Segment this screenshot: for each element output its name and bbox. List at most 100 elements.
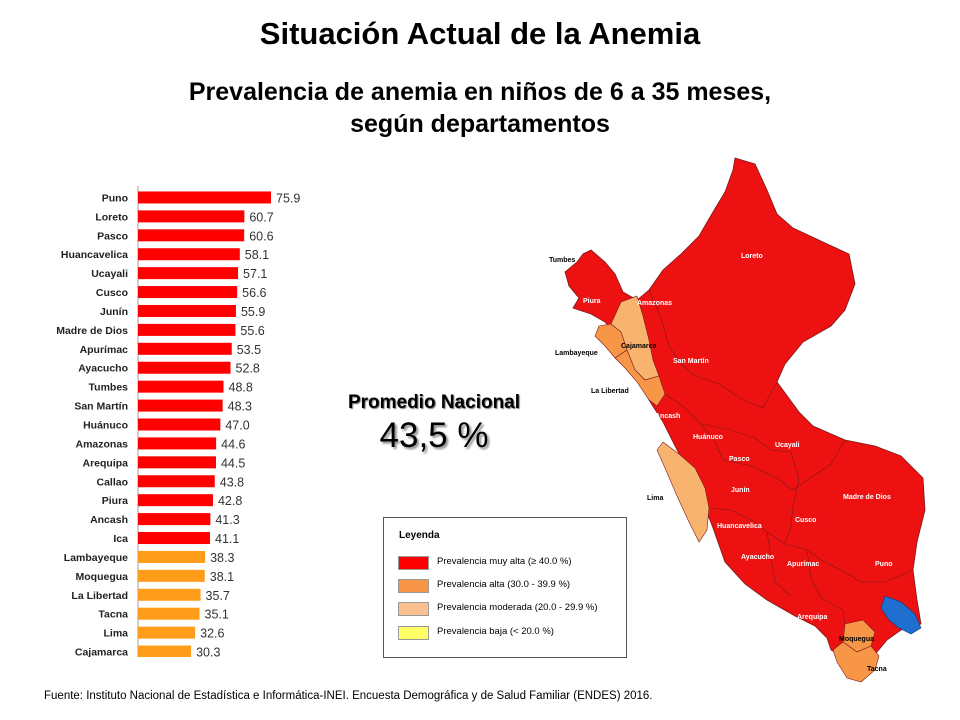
bar: [138, 342, 232, 355]
map-label-moquegua: Moquegua: [839, 636, 874, 643]
page-subtitle: Prevalencia de anemia en niños de 6 a 35…: [0, 76, 960, 140]
map-label-ucayali: Ucayali: [775, 442, 800, 449]
bar: [138, 588, 201, 601]
bar-value-label: 32.6: [200, 627, 224, 641]
category-label: Loreto: [95, 211, 128, 223]
bar-value-label: 57.1: [243, 267, 267, 281]
category-label: Huánuco: [83, 420, 128, 432]
bar-value-label: 75.9: [276, 191, 300, 205]
bar: [138, 513, 211, 526]
bar: [138, 286, 238, 299]
legend-title: Leyenda: [399, 530, 440, 541]
bar: [138, 550, 206, 563]
bar-value-label: 38.1: [210, 570, 234, 584]
map-label-junin: Junín: [731, 487, 750, 494]
bar-value-label: 41.1: [215, 532, 239, 546]
page-title: Situación Actual de la Anemia: [259, 16, 701, 51]
bar: [138, 191, 271, 204]
bar: [138, 475, 215, 488]
map-region-base: [564, 157, 926, 663]
bar-value-label: 35.7: [206, 589, 230, 603]
legend-label-moderada: Prevalencia moderada (20.0 - 29.9 %): [437, 602, 598, 613]
map-borders: [648, 289, 914, 625]
bar: [138, 267, 239, 280]
category-label: Ancash: [90, 514, 128, 526]
map-label-madre-de-dios: Madre de Dios: [843, 494, 891, 501]
national-average: Promedio Nacional 43,5 %: [320, 392, 548, 456]
bar: [138, 418, 221, 431]
bar: [138, 532, 211, 545]
category-label: Puno: [102, 192, 128, 204]
category-label: Lambayeque: [64, 552, 128, 564]
national-average-label: Promedio Nacional: [347, 392, 521, 413]
bar: [138, 361, 231, 374]
bar-value-label: 41.3: [215, 513, 239, 527]
lake-titicaca: [880, 595, 922, 635]
bar: [138, 494, 213, 507]
bar-value-label: 44.5: [221, 456, 245, 470]
map-legend: Leyenda Prevalencia muy alta (≥ 40.0 %) …: [383, 517, 627, 658]
map-label-huancavelica: Huancavelica: [717, 523, 762, 530]
bar-chart: Puno 75.9 Loreto 60.7 Pasco 60.6 Huancavelica 5…: [56, 186, 300, 657]
category-label: Madre de Dios: [56, 325, 128, 337]
category-label: San Martín: [74, 401, 128, 413]
category-label: Tacna: [98, 609, 128, 621]
map-label-amazonas: Amazonas: [637, 300, 672, 307]
map-label-apurimac: Apurímac: [787, 561, 819, 568]
map-region-tacna: [832, 641, 880, 683]
bar-value-label: 56.6: [242, 286, 266, 300]
bar: [138, 607, 200, 620]
bar: [138, 645, 192, 657]
map-label-pasco: Pasco: [729, 456, 750, 463]
legend-label-muy-alta: Prevalencia muy alta (≥ 40.0 %): [437, 556, 572, 567]
bar-value-label: 53.5: [237, 343, 261, 357]
bar-value-label: 44.6: [221, 437, 245, 451]
category-label: Moquegua: [76, 571, 129, 583]
bar-value-label: 47.0: [225, 419, 249, 433]
bar: [138, 323, 236, 336]
bar-value-label: 60.6: [249, 229, 273, 243]
category-label: Junín: [100, 306, 128, 318]
bar-value-label: 60.7: [249, 210, 273, 224]
category-label: Cusco: [96, 287, 128, 299]
bar: [138, 248, 240, 261]
map-region-lima: [656, 441, 710, 543]
map-label-ancash: Ancash: [655, 413, 680, 420]
category-label: Arequipa: [82, 457, 128, 469]
category-label: La Libertad: [71, 590, 128, 602]
bar: [138, 304, 236, 317]
bar-value-label: 55.9: [241, 305, 265, 319]
map-label-loreto: Loreto: [741, 253, 763, 260]
category-label: Cajamarca: [75, 647, 128, 657]
map-label-arequipa: Arequipa: [797, 614, 827, 621]
map-label-cusco: Cusco: [795, 517, 816, 524]
map-label-piura: Piura: [583, 298, 601, 305]
national-average-value: 43,5 %: [379, 416, 489, 455]
map-label-lima: Lima: [647, 495, 663, 502]
category-label: Amazonas: [75, 438, 128, 450]
bar: [138, 626, 196, 639]
bar-value-label: 48.3: [228, 400, 252, 414]
category-label: Piura: [102, 495, 128, 507]
map-label-tumbes: Tumbes: [549, 257, 575, 264]
bar: [138, 569, 205, 582]
bar: [138, 229, 245, 242]
source-footnote: Fuente: Instituto Nacional de Estadístic…: [44, 690, 653, 702]
map-label-lambayeque: Lambayeque: [555, 350, 598, 357]
bar-value-label: 48.8: [229, 381, 253, 395]
legend-swatch-muy-alta: [398, 556, 429, 570]
legend-label-alta: Prevalencia alta (30.0 - 39.9 %): [437, 579, 571, 590]
category-label: Apurímac: [80, 344, 129, 356]
map-label-puno: Puno: [875, 561, 893, 568]
category-label: Huancavelica: [61, 249, 128, 261]
map-label-huanuco: Huánuco: [693, 434, 723, 441]
category-label: Tumbes: [89, 382, 129, 394]
category-label: Lima: [103, 628, 128, 640]
bar-value-label: 55.6: [240, 324, 264, 338]
subtitle-line-1: Prevalencia de anemia en niños de 6 a 35…: [188, 78, 772, 106]
bar-value-label: 30.3: [196, 646, 220, 657]
bar-value-label: 42.8: [218, 494, 242, 508]
bar: [138, 456, 216, 469]
map-label-ayacucho: Ayacucho: [741, 554, 774, 561]
legend-swatch-alta: [398, 579, 429, 593]
